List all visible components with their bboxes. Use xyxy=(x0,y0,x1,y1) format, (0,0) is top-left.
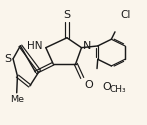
Text: O: O xyxy=(103,82,111,92)
Text: Me: Me xyxy=(10,95,24,104)
Text: CH₃: CH₃ xyxy=(110,85,126,94)
Text: S: S xyxy=(4,54,11,64)
Text: Cl: Cl xyxy=(120,10,131,20)
Text: O: O xyxy=(84,80,93,90)
Text: N: N xyxy=(82,41,91,51)
Text: HN: HN xyxy=(27,41,42,51)
Text: S: S xyxy=(63,10,71,20)
